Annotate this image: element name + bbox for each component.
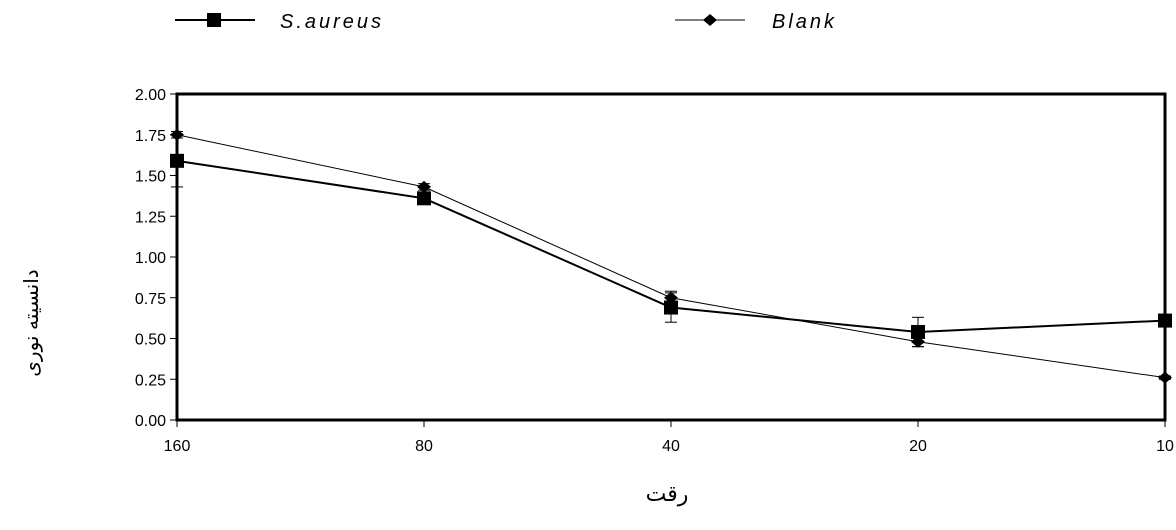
data-point-blank (911, 335, 925, 348)
data-point-blank (1158, 371, 1172, 384)
series-layer (170, 128, 1172, 384)
y-tick-label: 0.25 (135, 372, 166, 389)
series-s-aureus (170, 134, 1172, 348)
plot-area (175, 92, 1167, 422)
x-tick-label: 160 (164, 438, 191, 455)
y-tick-label: 0.00 (135, 413, 166, 430)
legend-entry-s-aureus: S.aureus (175, 11, 384, 33)
legend: S.aureus Blank (175, 11, 837, 33)
data-point-blank (170, 128, 184, 141)
y-axis: 0.00 0.25 0.50 0.75 1.00 1.25 1.50 1.75 2.00 (135, 87, 177, 430)
data-point-blank (664, 291, 678, 304)
x-tick-label: 80 (415, 438, 433, 455)
x-tick-label: 20 (909, 438, 927, 455)
y-tick-label: 0.50 (135, 332, 166, 349)
series-line-blank (176, 134, 1166, 379)
y-tick-label: 2.00 (135, 87, 166, 104)
legend-label-blank: Blank (772, 11, 837, 33)
x-axis-label: رقت (646, 481, 689, 506)
legend-label-s-aureus: S.aureus (280, 11, 384, 33)
y-axis-label: دانسیته نوری (21, 269, 43, 376)
legend-marker-blank (703, 14, 717, 26)
y-tick-label: 1.25 (135, 209, 166, 226)
legend-marker-s-aureus (207, 13, 221, 27)
y-tick-label: 1.00 (135, 250, 166, 267)
x-tick-label: 40 (662, 438, 680, 455)
series-blank (170, 128, 1172, 384)
data-point-s-aureus (1158, 313, 1172, 328)
x-axis: 160 80 40 20 10 (164, 420, 1174, 455)
y-tick-label: 1.75 (135, 128, 166, 145)
x-tick-label: 10 (1156, 438, 1174, 455)
y-tick-label: 0.75 (135, 291, 166, 308)
data-point-s-aureus (170, 153, 184, 168)
y-tick-label: 1.50 (135, 169, 166, 186)
data-point-s-aureus (911, 324, 925, 339)
data-point-blank (417, 180, 431, 193)
legend-entry-blank: Blank (675, 11, 837, 33)
data-point-s-aureus (417, 191, 431, 206)
